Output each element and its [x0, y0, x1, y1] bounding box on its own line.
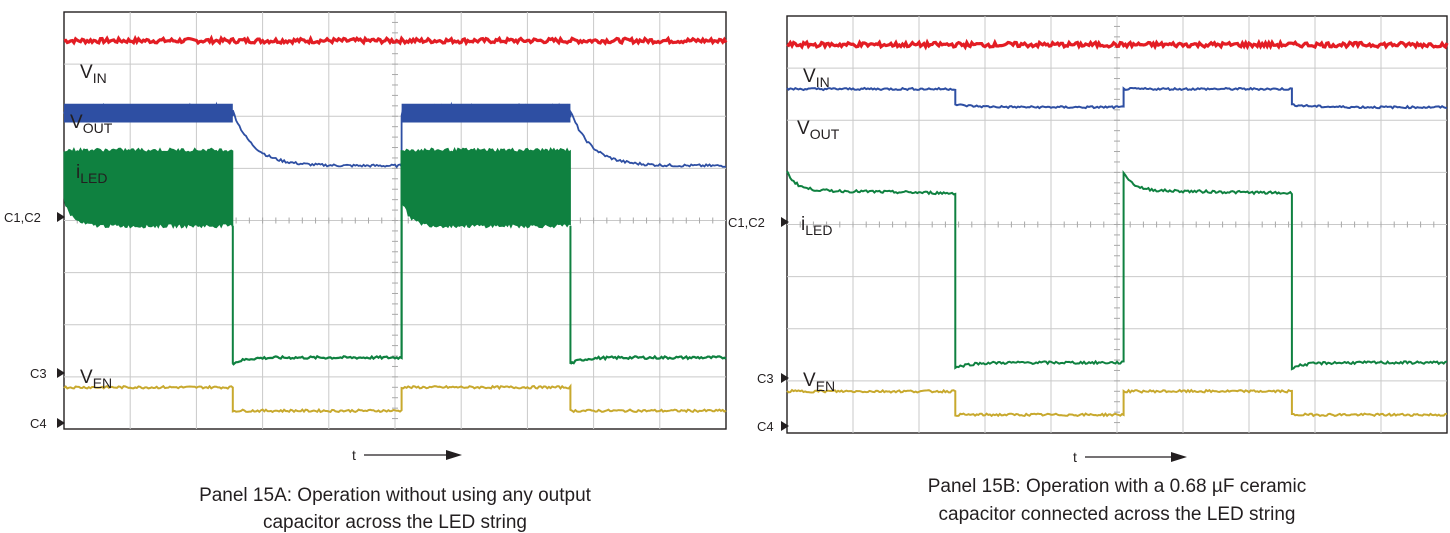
panel-15b-marker-c3-arrow: [781, 373, 789, 383]
panel-15a: VIN VOUT iLED VEN C1,C2 C3 C4 t Panel 15…: [4, 11, 728, 533]
panel-15b-marker-c4: C4: [757, 419, 774, 434]
trace-vout-ripple-block: [64, 103, 233, 123]
panel-15a-marker-c1c2: C1,C2: [4, 210, 41, 225]
trace-vout-ripple-block: [401, 103, 571, 123]
trace-vin: [63, 34, 728, 47]
trace-vout: [786, 86, 1448, 110]
panel-15a-traces: [63, 34, 728, 414]
panel-15b-label-vin: VIN: [803, 66, 830, 90]
panel-15a-time-arrow-head: [446, 450, 462, 460]
panel-15b-caption-line2: capacitor connected across the LED strin…: [939, 504, 1296, 525]
panel-15b-traces: [786, 38, 1449, 418]
panel-15b-time-arrow-head: [1171, 452, 1187, 462]
panel-15b-label-vout: VOUT: [797, 118, 840, 142]
panel-15b-label-ven: VEN: [803, 370, 835, 394]
trace-iled-ripple-band: [63, 147, 234, 229]
panel-15a-marker-c4-arrow: [57, 418, 65, 428]
panel-15a-caption-line1: Panel 15A: Operation without using any o…: [199, 485, 592, 506]
panel-15a-label-vout: VOUT: [70, 112, 113, 136]
trace-iled-ripple-band: [401, 146, 571, 229]
panel-15b-marker-c1c2-arrow: [781, 217, 789, 227]
trace-iled-off: [232, 150, 403, 366]
panel-15b-marker-c1c2: C1,C2: [728, 215, 765, 230]
panel-15b: VIN VOUT iLED VEN C1,C2 C3 C4 t Panel 15…: [728, 15, 1449, 525]
panel-15a-marker-c3-arrow: [57, 368, 65, 378]
panel-15b-time-label: t: [1073, 449, 1077, 465]
panel-15b-marker-c3: C3: [757, 371, 774, 386]
panel-15b-label-iled: iLED: [801, 214, 832, 238]
grid-center-ticks: [799, 25, 1435, 424]
trace-vin: [786, 38, 1449, 51]
panel-15a-label-ven: VEN: [80, 367, 112, 391]
panel-15a-label-vin: VIN: [80, 62, 107, 86]
panel-15b-caption-line1: Panel 15B: Operation with a 0.68 µF cera…: [928, 476, 1306, 497]
trace-iled: [786, 169, 1448, 371]
panel-15a-time-label: t: [352, 447, 356, 463]
panel-15a-marker-c1c2-arrow: [57, 212, 65, 222]
trace-ven: [786, 388, 1448, 418]
panel-15a-label-iled: iLED: [76, 162, 107, 186]
panel-15a-caption-line2: capacitor across the LED string: [263, 512, 527, 533]
trace-iled-off: [569, 354, 727, 365]
trace-ven: [63, 383, 727, 414]
panel-15a-marker-c4: C4: [30, 416, 47, 431]
panel-15a-marker-c3: C3: [30, 366, 47, 381]
panel-15b-marker-c4-arrow: [781, 421, 789, 431]
